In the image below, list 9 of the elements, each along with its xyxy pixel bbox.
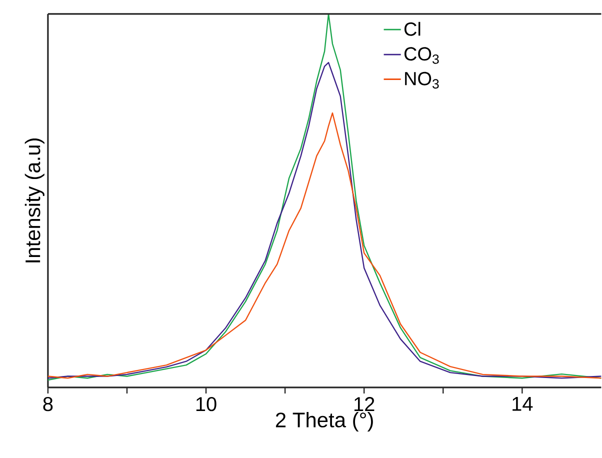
legend-label: CO$_{3}$ [404, 46, 439, 64]
x-tick-label: 10 [196, 396, 216, 411]
legend-label: NO$_{3}$ [405, 72, 439, 88]
x-tick-label: 12 [354, 396, 374, 411]
x-axis-title: 2 Theta (°) [276, 412, 373, 432]
x-tick-label: 8 [43, 396, 53, 411]
x-tick-label: 14 [512, 396, 533, 411]
y-axis-title: Intensity (a.u) [24, 138, 44, 262]
legend-label: Cl [404, 22, 420, 36]
